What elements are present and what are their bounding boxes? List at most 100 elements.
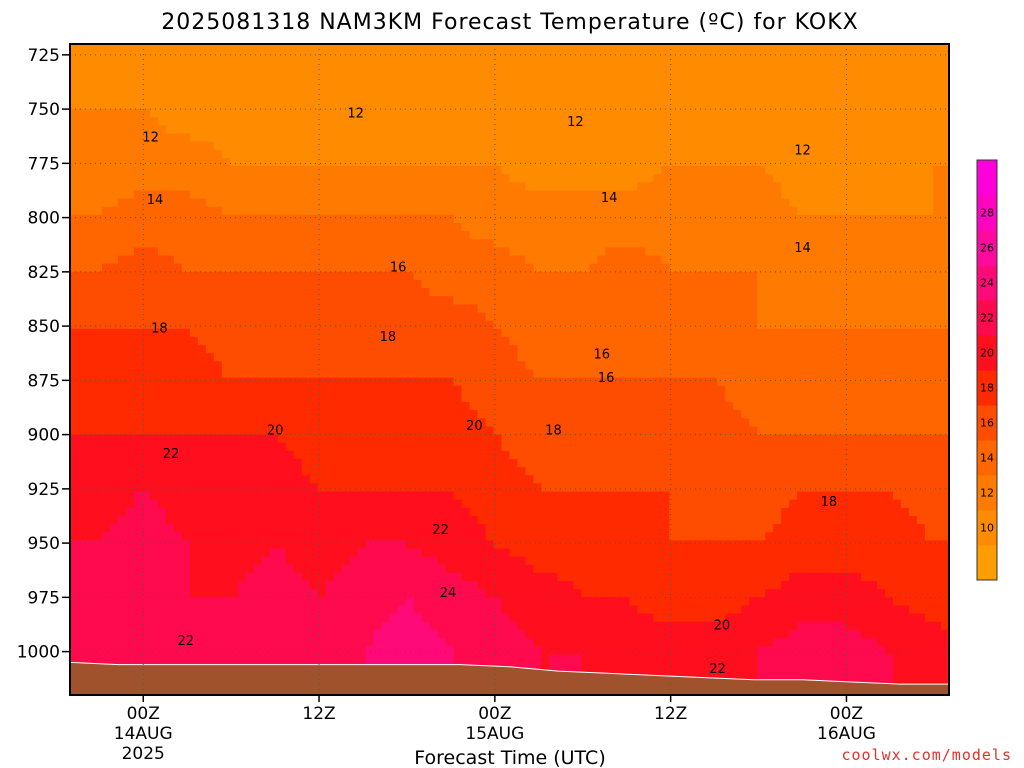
field-cell [693, 304, 702, 314]
field-cell [237, 279, 247, 289]
field-cell [309, 206, 319, 216]
field-cell [685, 198, 694, 208]
field-cell [269, 402, 279, 411]
field-cell [117, 296, 127, 305]
field-cell [917, 117, 926, 126]
field-cell [181, 198, 191, 208]
field-cell [501, 117, 511, 126]
field-cell [325, 255, 335, 265]
field-cell [237, 133, 247, 143]
field-cell [581, 76, 591, 86]
field-cell [893, 100, 902, 110]
field-cell [253, 328, 263, 338]
field-cell [293, 255, 303, 265]
field-cell [565, 255, 575, 265]
field-cell [829, 125, 838, 135]
field-cell [837, 214, 846, 224]
field-cell [773, 100, 782, 110]
field-cell [893, 312, 902, 322]
field-cell [613, 271, 622, 281]
field-cell [629, 206, 638, 216]
field-cell [893, 52, 902, 61]
field-cell [101, 76, 111, 86]
field-cell [285, 402, 295, 411]
field-cell [901, 239, 910, 249]
field-cell [877, 84, 886, 94]
field-cell [573, 336, 583, 346]
field-cell [309, 117, 319, 126]
field-cell [517, 279, 527, 289]
field-cell [285, 92, 295, 102]
field-cell [877, 76, 886, 86]
field-cell [301, 125, 311, 135]
field-cell [909, 100, 918, 110]
field-cell [909, 231, 918, 240]
field-cell [373, 402, 383, 411]
field-cell [829, 296, 838, 305]
field-cell [685, 247, 694, 257]
field-cell [877, 166, 886, 175]
field-cell [541, 353, 551, 362]
field-cell [373, 263, 383, 273]
field-cell [509, 44, 519, 53]
field-cell [549, 288, 559, 297]
field-cell [437, 109, 447, 118]
field-cell [349, 288, 359, 297]
field-cell [629, 231, 638, 240]
field-cell [861, 231, 870, 240]
field-cell [645, 68, 654, 78]
field-cell [213, 117, 223, 126]
field-cell [485, 328, 495, 338]
field-cell [70, 100, 79, 110]
field-cell [141, 141, 151, 151]
field-cell [885, 125, 894, 135]
field-cell [757, 393, 766, 403]
field-cell [333, 149, 343, 159]
field-cell [669, 279, 678, 289]
field-cell [349, 133, 359, 143]
field-cell [725, 312, 734, 322]
field-cell [637, 231, 646, 240]
field-cell [925, 214, 934, 224]
field-cell [405, 393, 415, 403]
field-cell [509, 369, 519, 379]
field-cell [389, 92, 399, 102]
field-cell [661, 166, 670, 175]
field-cell [365, 141, 375, 151]
field-cell [389, 68, 399, 78]
field-cell [645, 223, 654, 232]
field-cell [589, 198, 598, 208]
field-cell [437, 361, 447, 371]
field-cell [613, 92, 622, 102]
field-cell [125, 345, 135, 354]
field-cell [373, 320, 383, 330]
field-cell [813, 198, 822, 208]
field-cell [341, 166, 351, 175]
field-cell [493, 393, 503, 403]
field-cell [165, 385, 175, 395]
field-cell [877, 296, 886, 305]
field-cell [701, 109, 710, 118]
field-cell [485, 385, 495, 395]
field-cell [93, 393, 103, 403]
field-cell [141, 393, 151, 403]
field-cell [589, 141, 598, 151]
field-cell [397, 231, 407, 240]
field-cell [101, 288, 111, 297]
field-cell [197, 141, 207, 151]
field-cell [253, 288, 263, 297]
field-cell [613, 336, 622, 346]
field-cell [797, 279, 806, 289]
field-cell [357, 133, 367, 143]
field-cell [677, 76, 686, 86]
field-cell [541, 206, 551, 216]
field-cell [365, 76, 375, 86]
field-cell [365, 377, 375, 387]
field-cell [501, 84, 511, 94]
field-cell [749, 320, 758, 330]
field-cell [605, 141, 614, 151]
field-cell [493, 84, 503, 94]
field-cell [733, 125, 742, 135]
field-cell [549, 361, 559, 371]
